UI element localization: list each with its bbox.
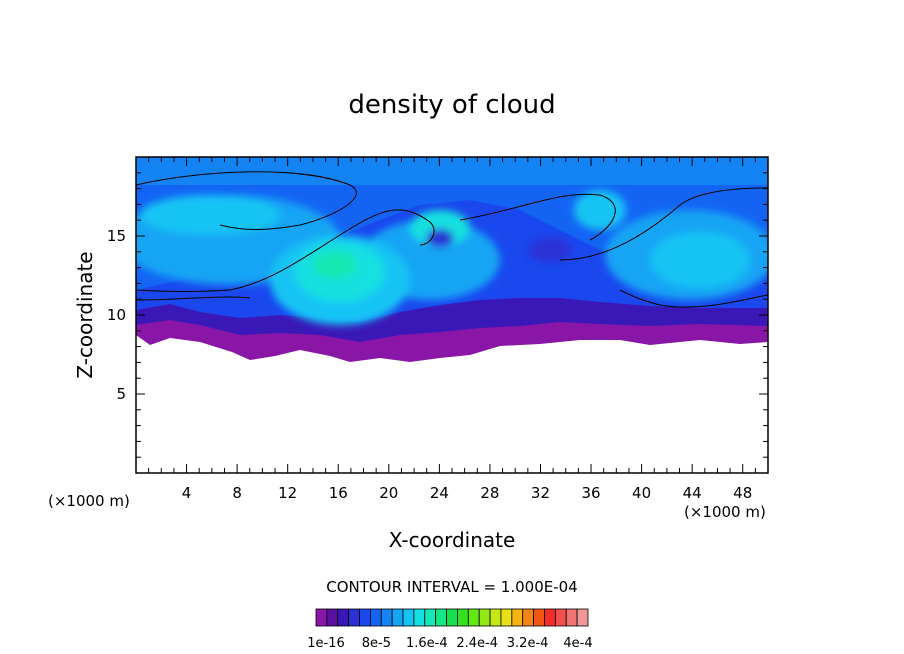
cloud-core-peak: [313, 251, 357, 279]
colorbar-labels: 1e-16 8e-5 1.6e-4 2.4e-4 3.2e-4 4e-4: [307, 636, 592, 651]
colorbar-label: 3.2e-4: [507, 636, 549, 651]
colorbar-swatch: [446, 608, 458, 627]
colorbar-swatch: [315, 608, 328, 627]
colorbar-swatch: [369, 608, 382, 627]
colorbar-swatch: [413, 608, 426, 627]
x-axis-unit-left: (×1000 m): [48, 492, 130, 510]
colorbar-label: 1e-16: [307, 636, 345, 651]
colorbar-swatch: [337, 608, 350, 627]
contour-lines: [136, 171, 768, 308]
x-tick-label: 24: [430, 484, 449, 502]
colorbar-swatch: [576, 608, 589, 627]
colorbar-swatch: [359, 608, 371, 627]
x-tick-label: 8: [232, 484, 242, 502]
colorbar-swatch: [326, 608, 339, 627]
colorbar-swatch: [467, 608, 480, 627]
y-tick-label: 15: [107, 227, 126, 245]
colorbar-swatch: [489, 608, 502, 627]
x-tick-label: 20: [379, 484, 398, 502]
cloud-mid-blue-layer: [136, 157, 768, 290]
colorbar-swatch: [500, 608, 513, 627]
x-axis-unit-right: (×1000 m): [684, 503, 766, 521]
y-tick-label: 10: [107, 306, 126, 324]
chart-title: density of cloud: [348, 90, 555, 120]
cloud-hook: [574, 190, 626, 230]
colorbar-swatch: [457, 608, 469, 627]
contour-interval-text: CONTOUR INTERVAL = 1.000E-04: [326, 578, 577, 596]
y-axis-label: Z-coordinate: [73, 251, 97, 378]
colorbar-label: 2.4e-4: [456, 636, 498, 651]
colorbar-swatch: [435, 608, 447, 627]
colorbar-swatch: [391, 608, 404, 627]
x-tick-label: 32: [531, 484, 550, 502]
colorbar: [315, 608, 589, 627]
x-tick-label: 48: [733, 484, 752, 502]
x-axis-label: X-coordinate: [389, 528, 516, 552]
colorbar-swatch: [424, 608, 437, 627]
cloud-dark-pocket-2: [426, 229, 454, 247]
colorbar-swatch: [544, 608, 556, 627]
cloud-left-wisp: [140, 195, 280, 235]
y-tick-label: 5: [116, 385, 126, 403]
colorbar-swatch: [348, 608, 360, 627]
colorbar-label: 1.6e-4: [406, 636, 448, 651]
colorbar-swatch: [380, 608, 393, 627]
colorbar-swatch: [402, 608, 415, 627]
colorbar-swatch: [554, 608, 567, 627]
plot-area: [136, 157, 768, 473]
x-tick-label: 40: [632, 484, 651, 502]
colorbar-swatch: [478, 608, 491, 627]
colorbar-swatch: [522, 608, 534, 627]
colorbar-swatch: [511, 608, 524, 627]
x-tick-label: 12: [278, 484, 297, 502]
x-tick-label: 16: [329, 484, 348, 502]
x-tick-label: 4: [182, 484, 192, 502]
x-axis-ticks: 4 8 12 16 20 24 28 32 36 40 44 48: [148, 157, 756, 502]
x-tick-label: 28: [480, 484, 499, 502]
colorbar-swatch: [533, 608, 545, 627]
colorbar-label: 8e-5: [362, 636, 391, 651]
x-tick-label: 44: [683, 484, 702, 502]
colorbar-label: 4e-4: [563, 636, 592, 651]
cloud-dark-pocket: [528, 238, 572, 262]
colorbar-swatch: [565, 608, 578, 627]
cloud-right-core: [650, 232, 750, 288]
x-tick-label: 36: [581, 484, 600, 502]
y-axis-ticks: 5 10 15: [107, 172, 768, 458]
